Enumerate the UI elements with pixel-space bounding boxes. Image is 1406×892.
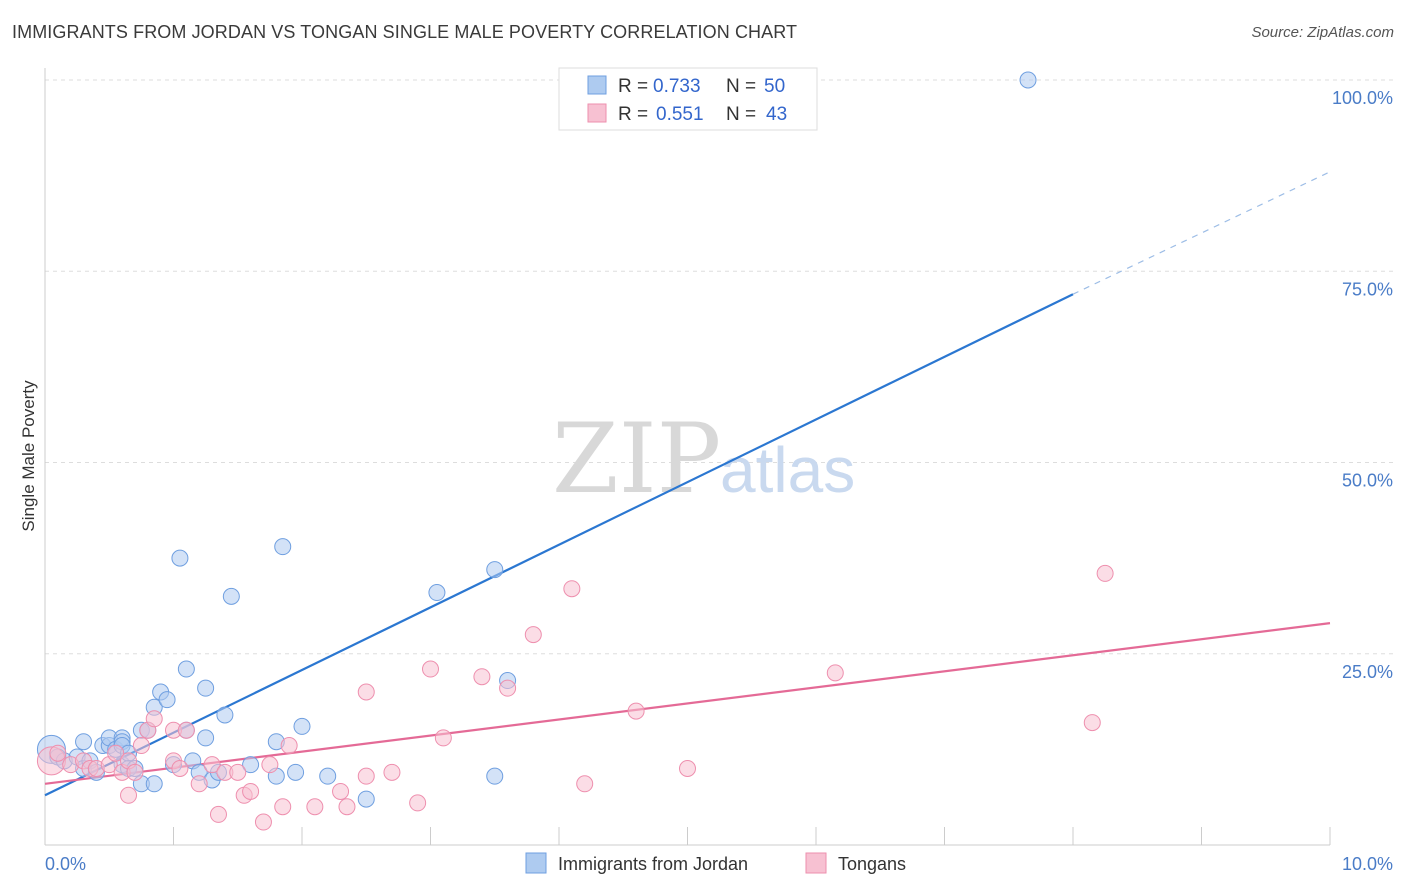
tongan-point	[434, 729, 452, 747]
tongan-point	[1096, 564, 1114, 582]
jordan-trend-line	[44, 293, 1074, 797]
tongan-point	[107, 744, 125, 762]
tongan-point	[190, 775, 208, 793]
y-axis-label: Single Male Poverty	[19, 380, 38, 532]
tongan-point	[280, 737, 298, 755]
watermark-zip: ZIP	[552, 403, 721, 515]
tongan-point	[473, 668, 491, 686]
tongan-point	[171, 760, 189, 777]
legend-r-value-tongans: 0.551	[656, 104, 704, 125]
y-tick-label: 75.0%	[1342, 279, 1393, 299]
jordan-point	[242, 756, 260, 774]
tongan-point	[332, 782, 350, 800]
tongan-point	[229, 763, 247, 781]
correlation-legend: R = 0.733 N = 50 R = 0.551 N = 43	[558, 67, 818, 131]
jordan-point	[428, 584, 446, 602]
legend-r-label-tongans: R =	[618, 104, 648, 125]
tongan-point	[383, 763, 401, 781]
source-label: Source: ZipAtlas.com	[1251, 24, 1394, 41]
tongan-point	[357, 683, 375, 701]
legend-n-label-tongans: N =	[726, 104, 756, 125]
tongan-point	[274, 798, 292, 816]
tongan-point	[49, 744, 67, 762]
tongan-point	[422, 660, 439, 678]
chart-title: IMMIGRANTS FROM JORDAN VS TONGAN SINGLE …	[12, 22, 798, 42]
tongan-point	[145, 710, 163, 728]
tongan-point	[627, 702, 645, 720]
tongan-trend-line	[44, 622, 1331, 785]
jordan-point	[216, 706, 234, 724]
tongan-point	[203, 756, 221, 774]
jordan-trend-extension	[1072, 171, 1331, 295]
series-name-jordan: Immigrants from Jordan	[558, 854, 748, 874]
series-legend: Immigrants from Jordan Tongans	[525, 852, 906, 874]
jordan-point	[293, 717, 311, 735]
jordan-point	[486, 767, 504, 785]
y-tick-label: 100.0%	[1332, 88, 1393, 108]
tongan-point	[306, 798, 324, 816]
watermark: ZIP atlas	[552, 403, 855, 515]
jordan-point	[197, 729, 215, 747]
jordan-point	[486, 561, 504, 579]
legend-r-value-jordan: 0.733	[653, 76, 701, 97]
legend-n-value-tongans: 43	[766, 104, 787, 125]
tongan-point	[576, 775, 594, 793]
legend-r-label-jordan: R =	[618, 76, 648, 97]
watermark-atlas: atlas	[720, 434, 855, 506]
jordan-point	[197, 679, 215, 697]
tongan-point	[126, 763, 144, 781]
tongan-point	[132, 737, 150, 755]
y-tick-label: 50.0%	[1342, 471, 1393, 491]
jordan-point	[274, 538, 292, 556]
jordan-point	[222, 587, 240, 605]
jordan-point	[75, 733, 93, 751]
jordan-point	[319, 767, 337, 785]
grid-layer	[45, 79, 1395, 655]
x-tick-label-max: 10.0%	[1342, 854, 1393, 874]
legend-n-value-jordan: 50	[764, 76, 785, 97]
tongan-point	[1083, 714, 1101, 732]
tongan-point	[177, 721, 195, 739]
tongan-point	[357, 767, 375, 785]
tongan-point	[242, 782, 260, 800]
tongan-point	[261, 756, 279, 774]
points-layer	[36, 71, 1114, 831]
x-tick-label-min: 0.0%	[45, 854, 86, 874]
jordan-point	[287, 763, 305, 781]
legend-n-label-jordan: N =	[726, 76, 756, 97]
jordan-point	[171, 549, 189, 567]
series-swatch-tongans	[805, 852, 827, 874]
tongan-point	[209, 805, 227, 823]
tongan-point	[563, 580, 581, 598]
jordan-point	[145, 775, 163, 793]
series-name-tongans: Tongans	[838, 854, 906, 874]
tongan-point	[679, 760, 696, 777]
tongan-point	[499, 679, 517, 697]
jordan-point	[177, 660, 195, 678]
y-tick-label: 25.0%	[1342, 662, 1393, 682]
axes-layer: 25.0% 50.0% 75.0% 100.0% 0.0% 10.0%	[44, 68, 1393, 874]
jordan-point	[357, 790, 375, 808]
jordan-point	[158, 691, 176, 709]
jordan-point	[1019, 71, 1037, 89]
tongan-point	[826, 664, 844, 682]
series-swatch-jordan	[525, 852, 547, 874]
tongan-point	[254, 813, 272, 831]
legend-swatch-tongans	[587, 103, 607, 123]
tongan-point	[338, 798, 356, 816]
tongan-point	[524, 626, 542, 644]
trend-layer	[44, 171, 1331, 797]
tongan-point	[120, 786, 138, 804]
tongan-point	[409, 794, 427, 812]
legend-swatch-jordan	[587, 75, 607, 95]
